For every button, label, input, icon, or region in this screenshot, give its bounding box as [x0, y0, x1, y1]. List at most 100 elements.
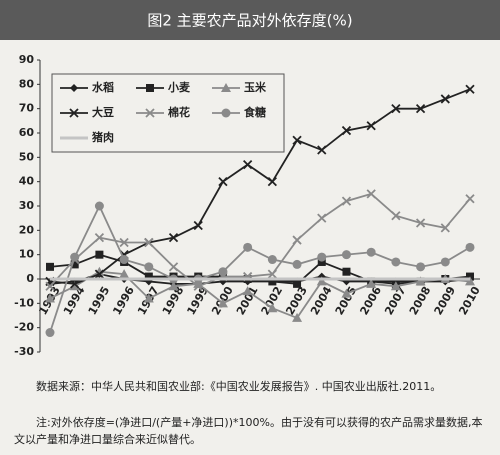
note: 注:对外依存度=(净进口/(产量+净进口))*100%。由于没有可以获得的农产品… [14, 416, 483, 446]
legend-label: 水稻 [92, 80, 114, 94]
x-tick-label: 2010 [456, 284, 483, 317]
y-tick-label: 40 [19, 175, 35, 188]
marker [221, 108, 231, 118]
y-tick-label: -20 [14, 321, 34, 334]
marker [415, 218, 426, 228]
marker [94, 201, 104, 211]
marker [70, 84, 78, 92]
marker [242, 286, 253, 296]
y-tick-label: -10 [14, 296, 34, 309]
marker [94, 269, 105, 279]
marker [267, 269, 277, 279]
legend-label: 猪肉 [91, 130, 114, 144]
x-tick-label: 2003 [283, 284, 310, 317]
legend-label: 玉米 [244, 80, 267, 94]
marker [268, 277, 277, 286]
marker [341, 250, 351, 260]
x-tick-label: 2009 [432, 284, 459, 317]
marker [168, 262, 179, 272]
series-line [49, 203, 471, 333]
legend-label: 小麦 [167, 80, 191, 94]
legend-label: 棉花 [168, 105, 190, 119]
marker [94, 266, 105, 276]
chart-title: 图2 主要农产品对外依存度(%) [147, 12, 352, 30]
marker [69, 108, 79, 118]
marker [317, 213, 327, 223]
marker [293, 279, 302, 288]
y-tick-label: 10 [19, 248, 35, 261]
marker [317, 252, 327, 262]
marker [94, 232, 105, 243]
marker [145, 108, 155, 118]
x-tick-label: 1995 [86, 284, 113, 317]
marker [70, 260, 79, 269]
marker [440, 223, 450, 233]
marker [243, 159, 253, 170]
y-tick-label: 30 [19, 199, 35, 212]
marker [45, 293, 55, 303]
marker [292, 235, 302, 245]
y-tick-label: 80 [19, 77, 35, 90]
marker [292, 259, 302, 269]
marker [341, 125, 352, 136]
y-tick-label: 20 [19, 223, 35, 236]
marker [292, 312, 303, 322]
x-tick-label: 1999 [185, 284, 212, 317]
marker [440, 257, 450, 267]
x-tick-label: 2006 [357, 284, 384, 317]
marker [341, 196, 352, 206]
marker [70, 252, 80, 262]
note: 数据来源：中华人民共和国农业部:《中国农业发展报告》. 中国农业出版社.2011… [36, 380, 442, 393]
marker [366, 189, 376, 199]
marker [221, 83, 231, 92]
marker [46, 262, 54, 271]
marker [416, 262, 426, 272]
marker [143, 293, 154, 303]
x-tick-label: 1996 [110, 284, 137, 317]
marker [465, 242, 475, 252]
y-tick-label: 90 [19, 53, 35, 66]
series-line [49, 270, 471, 320]
marker [144, 272, 153, 281]
marker [391, 211, 401, 221]
marker [243, 242, 253, 252]
chart: 图2 主要农产品对外依存度(%) -30 -20 -10 0 10 20 30 40 50 60 7… [0, 0, 500, 358]
marker [146, 84, 154, 92]
series-line [49, 192, 471, 288]
y-tick-label: 0 [26, 272, 34, 285]
marker [144, 262, 154, 272]
legend-label: 大豆 [92, 105, 114, 119]
marker [193, 220, 203, 231]
marker [267, 177, 277, 187]
marker [292, 135, 302, 145]
marker [95, 250, 104, 259]
marker [316, 276, 327, 286]
marker [366, 278, 377, 288]
marker [193, 281, 203, 291]
marker [366, 247, 376, 257]
marker [119, 237, 129, 248]
marker [218, 177, 228, 187]
marker [267, 303, 278, 313]
legend-label: 食糖 [244, 105, 266, 119]
marker [217, 298, 228, 308]
marker [45, 281, 55, 291]
marker [391, 257, 401, 267]
x-tick-label: 2008 [407, 284, 434, 317]
marker [267, 255, 277, 265]
marker [366, 121, 376, 131]
marker [391, 104, 401, 114]
marker [119, 269, 130, 279]
marker [168, 281, 179, 291]
x-tick-label: 2004 [308, 284, 335, 317]
marker [70, 279, 80, 289]
marker [168, 232, 179, 243]
marker [415, 276, 426, 286]
marker [465, 276, 475, 286]
y-tick-label: 70 [19, 102, 35, 115]
y-tick-label: 50 [19, 150, 35, 163]
marker [218, 267, 228, 277]
marker [465, 194, 475, 204]
marker [119, 255, 129, 265]
